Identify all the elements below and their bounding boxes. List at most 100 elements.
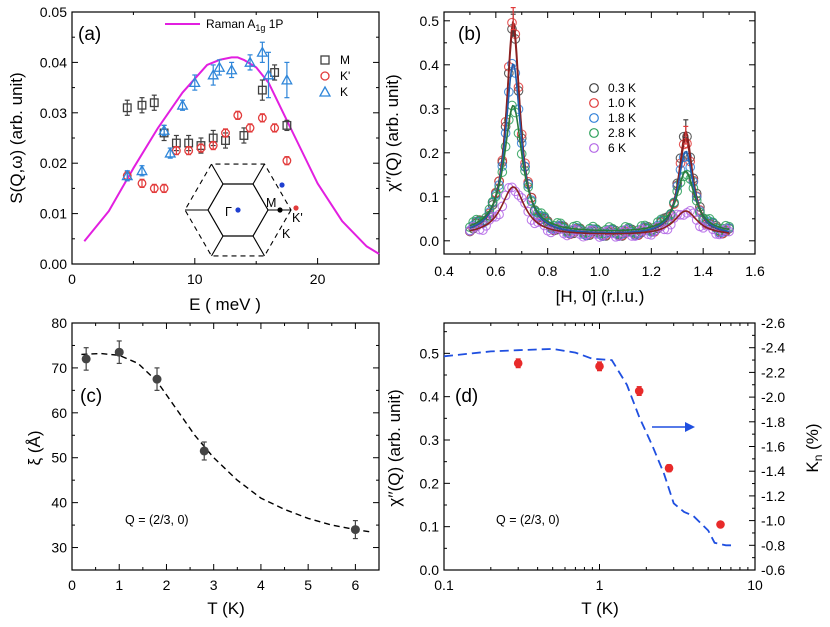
x-tick-label: 1.2: [642, 263, 662, 279]
y-tick-label: 30: [51, 540, 67, 556]
x-tick-label: 2: [163, 577, 171, 593]
y-tick-label: 0.00: [40, 256, 67, 272]
bz-kp-label: K': [292, 211, 303, 225]
point-Kp: [196, 143, 206, 153]
y-tick-label: 0.01: [40, 206, 67, 222]
scan-point: [490, 191, 501, 202]
y-tick-label: 0.2: [420, 145, 440, 161]
scan-point: [487, 211, 498, 222]
chi-point: [595, 362, 604, 371]
scan-point: [497, 201, 508, 212]
point-K: [280, 73, 293, 85]
fit-curve: [469, 62, 730, 234]
panel-a: 0 10 20 0.00 0.01 0.02 0.03 0.04 0.05 E ( meV ) S(…: [7, 4, 380, 314]
y-tick-label: 0.5: [420, 13, 440, 29]
point-M: [149, 98, 159, 108]
y-right-tick-label: -0.6: [761, 562, 785, 578]
legend-marker: [589, 113, 599, 123]
y-right-axis-label: Kn (%): [803, 423, 825, 472]
bz-m-label: M: [266, 196, 276, 210]
point-Kp: [171, 146, 181, 156]
point-K: [213, 61, 226, 72]
chi-point: [634, 386, 644, 396]
point-K: [225, 63, 238, 75]
y-tick-label: 60: [51, 405, 67, 421]
x-axis-label: T (K): [207, 599, 244, 618]
x-tick-label: 3: [210, 577, 218, 593]
x-tick-label: 1: [596, 577, 604, 593]
scan-point: [675, 209, 686, 220]
bz-k-point-blue: [279, 182, 285, 188]
panel-label: (a): [78, 24, 101, 45]
point-Kp: [159, 183, 169, 193]
x-tick-label: 10: [187, 271, 203, 287]
kn-arrow-head: [685, 422, 695, 432]
fit-curve: [469, 186, 730, 235]
y-tick-label: 0.05: [40, 4, 67, 20]
raman-curve: [83, 56, 380, 255]
legend-label: 2.8 K: [608, 126, 636, 140]
chi-point: [664, 463, 674, 473]
scan-point: [549, 224, 559, 235]
y-tick-label: 0.4: [420, 389, 440, 405]
y-axis-label: χ′′(Q) (arb. unit): [385, 389, 404, 506]
xi-fit-curve: [81, 352, 370, 533]
x-tick-label: 5: [304, 577, 312, 593]
y-tick-label: 70: [51, 360, 67, 376]
y-tick-label: 50: [51, 450, 67, 466]
x-tick-label: 20: [310, 271, 326, 287]
scan-point: [701, 214, 712, 225]
y-right-tick-label: -0.8: [761, 537, 785, 553]
plot-frame: [71, 322, 380, 571]
point-Kp: [149, 183, 159, 193]
point-Kp: [257, 113, 267, 123]
y-tick-label: 0.0: [420, 562, 440, 578]
y-tick-label: 0.3: [420, 432, 440, 448]
legend-marker: [320, 55, 330, 65]
legend-label: K: [340, 85, 348, 99]
point-K: [207, 68, 220, 80]
xi-point: [199, 446, 209, 456]
y-axis-label: χ′′(Q) (arb. unit): [383, 74, 402, 191]
x-axis-label: [H, 0] (r.l.u.): [556, 287, 645, 306]
scan-point: [523, 206, 534, 217]
y-tick-label: 0.5: [420, 345, 440, 361]
point-Kp: [270, 123, 280, 133]
x-tick-label: 0.6: [486, 263, 506, 279]
xi-point: [114, 347, 124, 357]
point-K: [188, 76, 201, 88]
y-tick-label: 0.1: [420, 519, 440, 535]
legend-marker: [589, 128, 599, 138]
fit-curve: [469, 104, 730, 232]
bz-gamma-point: [235, 207, 241, 213]
y-right-tick-label: -1.8: [761, 414, 785, 430]
legend-label: M: [340, 53, 350, 67]
legend-marker: [589, 143, 599, 153]
y-tick-label: 0.02: [40, 155, 67, 171]
kn-curve: [443, 347, 736, 547]
y-tick-label: 0.1: [420, 189, 440, 205]
x-axis-label: T (K): [581, 599, 618, 618]
x-tick-label: 6: [351, 577, 359, 593]
scan-point: [468, 221, 479, 232]
xi-point: [350, 525, 360, 535]
y-right-tick-label: -1.2: [761, 488, 785, 504]
y-right-tick-label: -1.4: [761, 463, 785, 479]
x-tick-label: 1: [115, 577, 123, 593]
point-Kp: [137, 178, 147, 188]
point-M: [257, 85, 267, 95]
y-axis-label: S(Q,ω) (arb. unit): [7, 72, 26, 203]
y-right-tick-label: -1.6: [761, 439, 785, 455]
legend-label: 1.0 K: [608, 96, 636, 110]
point-Kp: [221, 128, 230, 138]
panel-label: (d): [455, 386, 478, 407]
legend-label: 0.3 K: [608, 81, 636, 95]
x-tick-label: 1.4: [693, 263, 713, 279]
legend-label-raman: Raman A1g 1P: [206, 17, 283, 33]
y-tick-label: 0.04: [40, 54, 67, 70]
scan-point: [711, 229, 721, 239]
bz-outer-hexagon: [184, 163, 292, 257]
y-right-tick-label: -2.6: [761, 315, 785, 331]
y-tick-label: 40: [51, 495, 67, 511]
